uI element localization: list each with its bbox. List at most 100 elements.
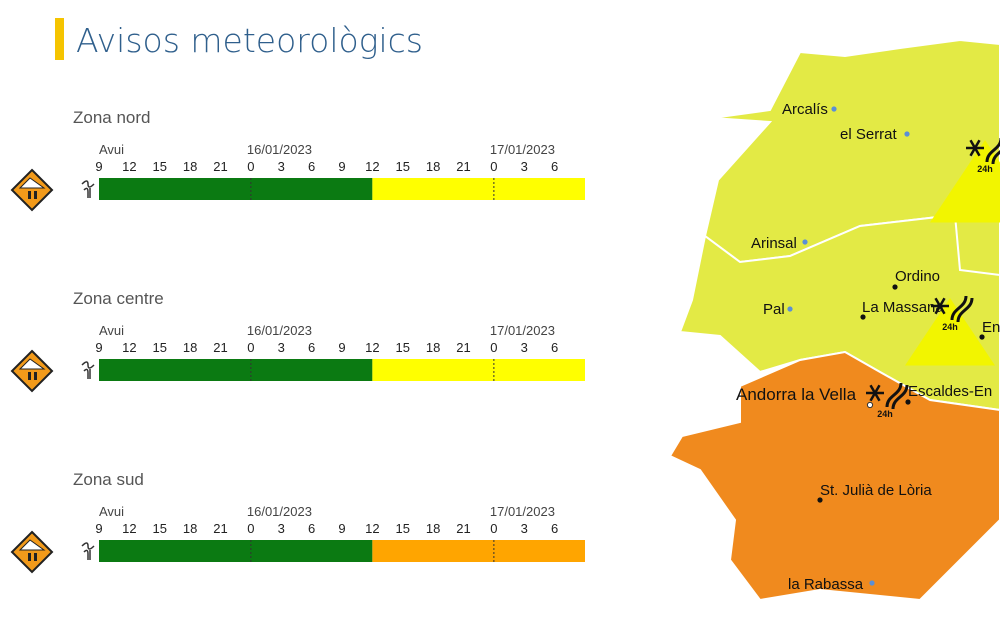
hour-label: 21 [213,340,227,355]
warning-symbol: 24h [905,295,995,366]
duration-label: 24h [877,409,893,419]
duration-label: 24h [942,322,958,332]
warning-symbol: 24h [930,137,1000,223]
avalanche-mountain [18,358,46,370]
hour-label: 15 [153,521,167,536]
hour-label: 0 [490,521,497,536]
day-label: Avui [99,504,124,519]
avalanche-mark [34,553,37,561]
hour-label: 6 [551,340,558,355]
town-dot [802,239,808,245]
hour-label: 21 [456,159,470,174]
wind-lines [885,382,909,410]
town-label: el Serrat [840,126,898,143]
day-label: Avui [99,323,124,338]
town-dot [904,131,910,137]
hour-label: 6 [308,159,315,174]
border [954,214,1000,276]
hour-label: 18 [183,521,197,536]
town-dot [869,580,875,586]
hour-label: 21 [213,159,227,174]
wind-snow-icon [81,180,95,198]
hour-label: 3 [521,159,528,174]
hour-label: 9 [338,340,345,355]
warning-symbol: 24h [833,382,937,463]
warning-triangle [905,298,995,366]
hour-label: 0 [247,521,254,536]
town-dot [905,399,911,405]
town-dot [817,497,823,503]
town-label: La Massana [862,299,944,316]
day-label: 17/01/2023 [490,142,555,157]
town-dot [831,106,837,112]
town-label: En [982,319,1000,336]
hour-label: 15 [396,521,410,536]
hour-label: 3 [278,521,285,536]
day-label: 16/01/2023 [247,323,312,338]
avalanche-mark [34,191,37,199]
hour-label: 18 [183,159,197,174]
hour-label: 9 [95,340,102,355]
avalanche-icon [10,349,54,393]
town-dot [892,284,898,290]
town-dot [860,314,866,320]
zone-name: Zona centre [73,289,164,308]
zone-panel: Zona centre Avui 16/01/2023 17/01/2023 9 12 15… [10,289,585,393]
warning-segment [99,540,373,562]
town-label: Ordino [895,268,940,285]
hour-label: 21 [456,340,470,355]
hour-label: 3 [278,340,285,355]
hour-label: 9 [95,159,102,174]
town-label: Escaldes-En [908,383,992,400]
avalanche-mark [28,372,31,380]
avalanche-mountain [18,539,46,551]
hour-label: 18 [426,521,440,536]
warning-triangle [833,385,937,463]
title-accent [55,18,64,60]
warning-segment [372,540,585,562]
avalanche-mountain [18,177,46,189]
hour-label: 21 [456,521,470,536]
south-zone [668,350,1000,602]
wind-lines [950,295,974,323]
day-label: 17/01/2023 [490,504,555,519]
hour-label: 12 [122,521,136,536]
hour-label: 15 [396,340,410,355]
warning-segment [99,359,373,381]
avalanche-mark [28,553,31,561]
day-label: 16/01/2023 [247,504,312,519]
avalanche-icon [10,168,54,212]
day-label: 16/01/2023 [247,142,312,157]
hour-label: 12 [365,521,379,536]
wind-snow-icon [81,542,95,560]
hour-label: 9 [95,521,102,536]
hour-label: 6 [551,521,558,536]
snowflake-arm [934,297,946,315]
town-label: St. Julià de Lòria [820,482,932,499]
hour-label: 6 [308,521,315,536]
warning-segment [372,359,585,381]
hour-label: 6 [551,159,558,174]
zone-name: Zona sud [73,470,144,489]
wind-snow-icon [81,361,95,379]
hour-label: 18 [426,340,440,355]
hour-label: 12 [122,340,136,355]
hour-label: 9 [338,521,345,536]
avalanche-mark [28,191,31,199]
hour-label: 3 [521,340,528,355]
wind-lines [985,137,1000,165]
town-label: Andorra la Vella [736,385,857,404]
hour-label: 6 [308,340,315,355]
hour-label: 0 [247,340,254,355]
town-label: la Rabassa [788,576,864,593]
snowflake-arm [969,139,981,157]
hour-label: 12 [365,159,379,174]
hour-label: 3 [521,521,528,536]
zone-panel: Zona sud Avui 16/01/2023 17/01/2023 9 12 15 18 2… [10,470,585,574]
zone-panel: Zona nord Avui 16/01/2023 17/01/2023 9 12 15 18… [10,108,585,212]
map-labels: Arcalís el Serrat Arinsal Ordino Pal La Massa… [736,101,1000,593]
town-label: Pal [763,301,785,318]
snowflake-arm [869,384,881,402]
